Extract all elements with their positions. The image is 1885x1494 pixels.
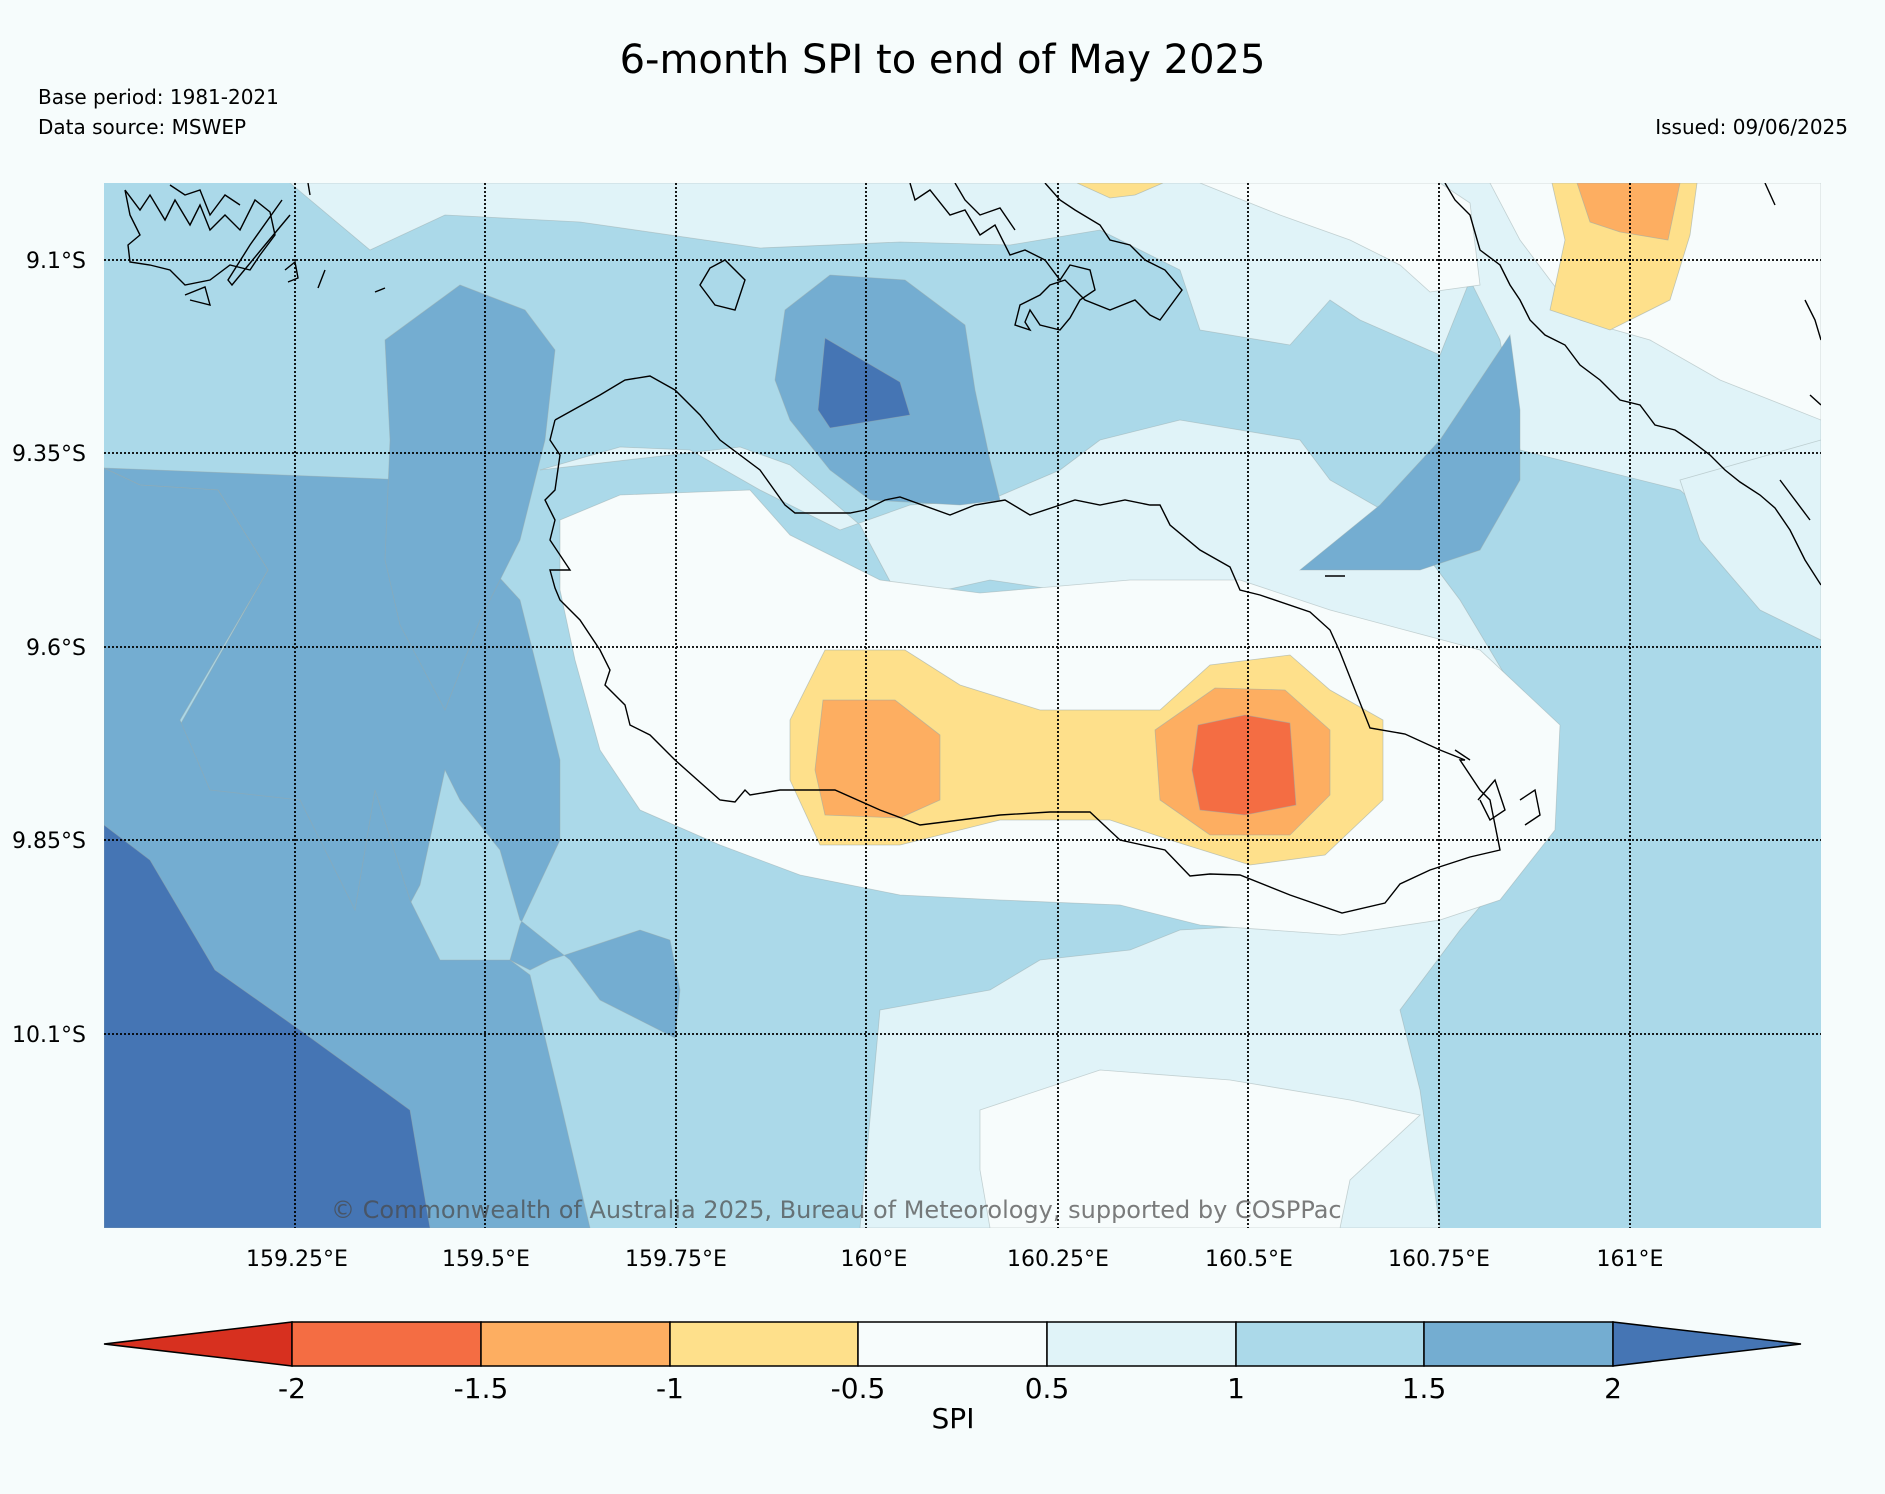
colorbar-segment: [1423, 1321, 1614, 1367]
colorbar-tick-label: 0.5: [1025, 1372, 1070, 1405]
lon-label: 159.5°E: [442, 1247, 530, 1272]
copyright-text: © Commonwealth of Australia 2025, Bureau…: [331, 1196, 1342, 1224]
colorbar-tick-label: -1.5: [454, 1372, 509, 1405]
lat-label: 9.35°S: [12, 442, 86, 467]
colorbar-segment: [669, 1321, 859, 1367]
map-title: 6-month SPI to end of May 2025: [619, 37, 1266, 83]
colorbar-segment: [1046, 1321, 1237, 1367]
issued-date-text: Issued: 09/06/2025: [1655, 115, 1848, 139]
lat-label: 9.85°S: [12, 829, 86, 854]
colorbar-tick-label: -1: [656, 1372, 684, 1405]
contour-dry: [789, 183, 1698, 866]
lon-label: 160.5°E: [1205, 1247, 1293, 1272]
data-source-text: Data source: MSWEP: [38, 115, 247, 139]
colorbar-extend-low: [103, 1321, 293, 1367]
lon-label: 161°E: [1597, 1247, 1664, 1272]
lat-label: 10.1°S: [12, 1023, 86, 1048]
lon-label: 159.75°E: [625, 1247, 727, 1272]
colorbar-tick-label: 2: [1604, 1372, 1622, 1405]
colorbar-tick-label: 1.5: [1402, 1372, 1447, 1405]
lat-label: 9.1°S: [26, 249, 86, 274]
lon-label: 160°E: [841, 1247, 908, 1272]
colorbar-segment: [857, 1321, 1048, 1367]
colorbar-title: SPI: [932, 1402, 975, 1435]
spi-colorbar: -2 -1.5 -1 -0.5 0.5 1 1.5 2 SPI: [103, 1321, 1802, 1435]
colorbar-segment: [480, 1321, 671, 1367]
colorbar-tick-label: -0.5: [831, 1372, 886, 1405]
colorbar-segment: [1235, 1321, 1425, 1367]
coastlines: [124, 183, 1821, 914]
lon-label: 160.25°E: [1007, 1247, 1109, 1272]
base-period-text: Base period: 1981-2021: [38, 85, 279, 109]
colorbar-extend-high: [1612, 1321, 1802, 1367]
colorbar-segment: [291, 1321, 482, 1367]
lat-label: 9.6°S: [26, 636, 86, 661]
colorbar-tick-label: -2: [278, 1372, 306, 1405]
contour-above-2: [104, 337, 911, 1228]
lon-label: 160.75°E: [1388, 1247, 1490, 1272]
lon-label: 159.25°E: [246, 1247, 348, 1272]
colorbar-tick-label: 1: [1227, 1372, 1245, 1405]
spi-contour-field: [104, 183, 1821, 1228]
